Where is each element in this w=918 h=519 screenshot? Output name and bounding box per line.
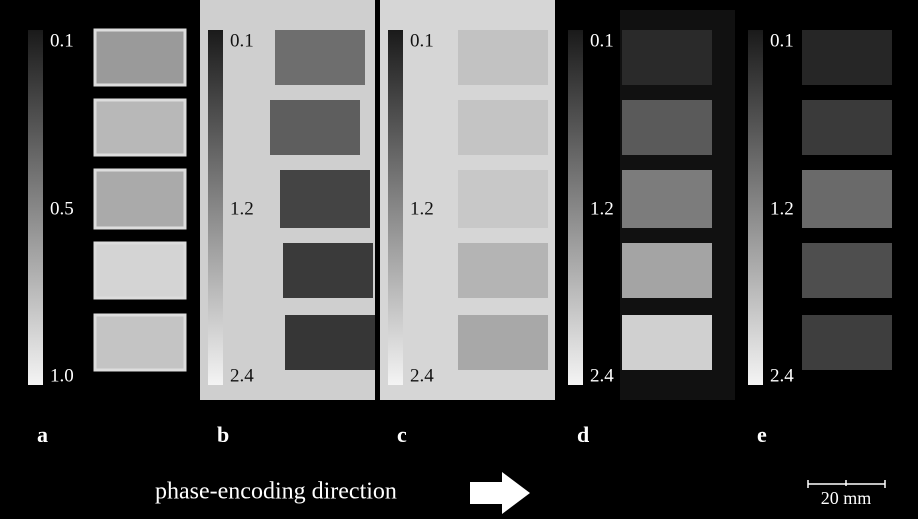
phantom (458, 30, 548, 85)
panel-label: a (37, 422, 48, 447)
colorbar-top-label: 0.1 (50, 30, 74, 51)
scale-bar-label: 20 mm (821, 488, 872, 508)
phantom (275, 30, 365, 85)
colorbar-bottom-label: 2.4 (770, 365, 794, 386)
phantom (458, 100, 548, 155)
phantom (270, 100, 360, 155)
phantom (458, 170, 548, 228)
colorbar-top-label: 0.1 (230, 30, 254, 51)
colorbar (28, 30, 43, 385)
phantom (93, 28, 187, 87)
panels: 0.1 0.5 1.0 a 0.1 1.2 2.4 b 0.1 1.2 2.4 c 0.1 1.2 2.4 d… (20, 0, 915, 447)
colorbar-top-label: 0.1 (770, 30, 794, 51)
phantom (93, 241, 187, 300)
colorbar-top-label: 0.1 (590, 30, 614, 51)
phantom (622, 100, 712, 155)
phantom (280, 170, 370, 228)
colorbar-middle-label: 1.2 (410, 198, 434, 219)
caption: phase-encoding direction (155, 479, 397, 505)
phantom (283, 243, 373, 298)
colorbar (568, 30, 583, 385)
arrow (470, 472, 530, 514)
colorbar (208, 30, 223, 385)
phantom (802, 243, 892, 298)
scale-bar (807, 480, 886, 488)
phantom (802, 315, 892, 370)
colorbar-middle-label: 1.2 (590, 198, 614, 219)
phantom (622, 315, 712, 370)
colorbar-bottom-label: 2.4 (590, 365, 614, 386)
colorbar-middle-label: 1.2 (770, 198, 794, 219)
colorbar-middle-label: 0.5 (50, 198, 74, 219)
colorbar (388, 30, 403, 385)
colorbar-top-label: 0.1 (410, 30, 434, 51)
colorbar (748, 30, 763, 385)
phantom (93, 313, 187, 372)
phantom (622, 170, 712, 228)
phantom (93, 168, 187, 230)
phantom (285, 315, 375, 370)
phantom (622, 243, 712, 298)
phantom (802, 170, 892, 228)
panel-label: e (757, 422, 767, 447)
panel-label: c (397, 422, 407, 447)
phantom (802, 30, 892, 85)
colorbar-middle-label: 1.2 (230, 198, 254, 219)
colorbar-bottom-label: 2.4 (410, 365, 434, 386)
colorbar-bottom-label: 1.0 (50, 365, 74, 386)
panel-label: b (217, 422, 229, 447)
colorbar-bottom-label: 2.4 (230, 365, 254, 386)
phantom (802, 100, 892, 155)
phantom (622, 30, 712, 85)
phantom (93, 98, 187, 157)
phantom (458, 243, 548, 298)
panel-label: d (577, 422, 589, 447)
phantom (458, 315, 548, 370)
